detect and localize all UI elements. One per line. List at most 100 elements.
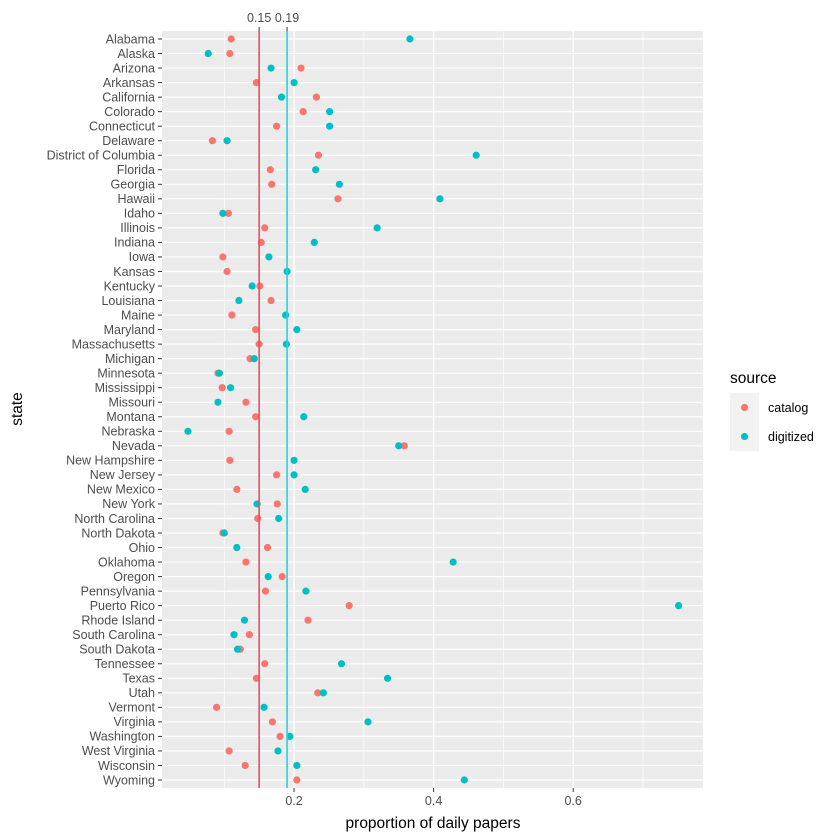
point-catalog [297,64,305,72]
y-tick-label: Georgia [111,178,156,192]
point-catalog [312,93,320,101]
point-catalog [304,616,312,624]
y-tick-label: Alaska [117,47,155,61]
y-tick-label: Nebraska [102,425,156,439]
point-digitized [472,151,480,159]
y-tick-label: Delaware [102,134,155,148]
point-catalog [208,137,216,145]
point-digitized [373,224,381,232]
y-tick-label: Vermont [108,701,155,715]
y-tick-label: Pennsylvania [81,584,155,598]
y-tick-label: California [102,90,155,104]
point-digitized [233,645,242,653]
point-catalog [299,108,307,116]
y-tick-label: Arizona [113,61,155,75]
panel-background [162,31,703,788]
point-catalog [345,602,353,610]
point-digitized [264,572,272,581]
point-catalog [226,49,234,58]
point-catalog [261,660,269,668]
point-digitized [302,587,310,595]
y-tick-label: Maine [121,308,155,322]
point-catalog [252,78,260,87]
y-tick-label: New Mexico [87,483,155,497]
point-digitized [293,761,301,770]
point-digitized [265,253,273,261]
point-digitized [282,311,290,319]
y-tick-label: Wisconsin [98,759,155,773]
legend-label-catalog: catalog [768,401,808,415]
point-catalog [233,485,241,494]
legend-key-catalog [740,403,749,412]
y-tick-label: Idaho [124,207,155,221]
y-tick-label: South Dakota [79,643,155,657]
major-gridlines [162,31,703,788]
point-digitized [235,296,243,305]
y-tick-label: New Jersey [90,468,156,482]
point-digitized [248,282,256,290]
point-catalog [267,296,275,305]
legend-key-background [730,393,759,451]
point-catalog [272,471,281,479]
point-digitized [290,78,298,87]
y-tick-label: Washington [89,730,155,744]
point-digitized [274,747,282,755]
y-tick-label: Alabama [106,32,155,46]
y-tick-label: Puerto Rico [90,599,155,613]
point-catalog [226,456,234,464]
y-tick-label: Mississippi [95,381,155,395]
point-digitized [215,369,223,377]
y-tick-label: District of Columbia [47,149,155,163]
point-digitized [293,325,301,334]
point-catalog [228,311,236,319]
data-points [184,35,683,784]
y-tick-label: Montana [106,410,155,424]
y-tick-label: Hawaii [117,192,155,206]
point-digitized [326,122,334,130]
y-tick-label: Arkansas [103,76,155,90]
point-catalog [241,761,249,770]
y-tick-label: North Carolina [74,512,155,526]
point-digitized [214,398,222,406]
point-catalog [252,413,260,421]
minor-gridlines [223,31,644,788]
point-digitized [290,471,298,479]
point-catalog [314,689,322,697]
point-catalog [334,195,342,203]
point-catalog [314,151,323,159]
point-digitized [319,689,327,697]
x-tick-label: 0.4 [425,794,442,808]
y-tick-label: New York [102,497,156,511]
point-catalog [268,180,276,188]
point-digitized [436,195,444,203]
legend-label-digitized: digitized [768,430,814,444]
y-axis-title: state [9,392,26,426]
reference-label-catalog: 0.15 [247,11,271,25]
x-tick-label: 0.6 [564,794,581,808]
point-catalog [218,384,226,392]
y-tick-label: Michigan [105,352,155,366]
point-digitized [260,703,268,711]
y-tick-label: Kentucky [104,279,156,293]
point-digitized [184,427,192,435]
point-catalog [225,427,233,435]
point-catalog [252,674,260,682]
point-catalog [242,398,250,406]
point-digitized [301,485,309,494]
point-digitized [277,93,286,101]
point-digitized [267,64,275,72]
reference-label-digitized: 0.19 [275,11,299,25]
point-catalog [212,703,221,711]
y-tick-label: Virginia [114,715,156,729]
legend-title: source [730,370,777,387]
y-tick-label: Oregon [113,570,155,584]
point-digitized [406,35,414,43]
point-catalog [219,253,227,261]
y-tick-label: Oklahoma [98,555,155,569]
point-digitized [275,514,283,523]
point-digitized [674,602,683,610]
point-catalog [254,514,262,523]
point-catalog [400,442,408,450]
point-digitized [326,108,334,116]
x-tick-label: 0.2 [285,794,302,808]
